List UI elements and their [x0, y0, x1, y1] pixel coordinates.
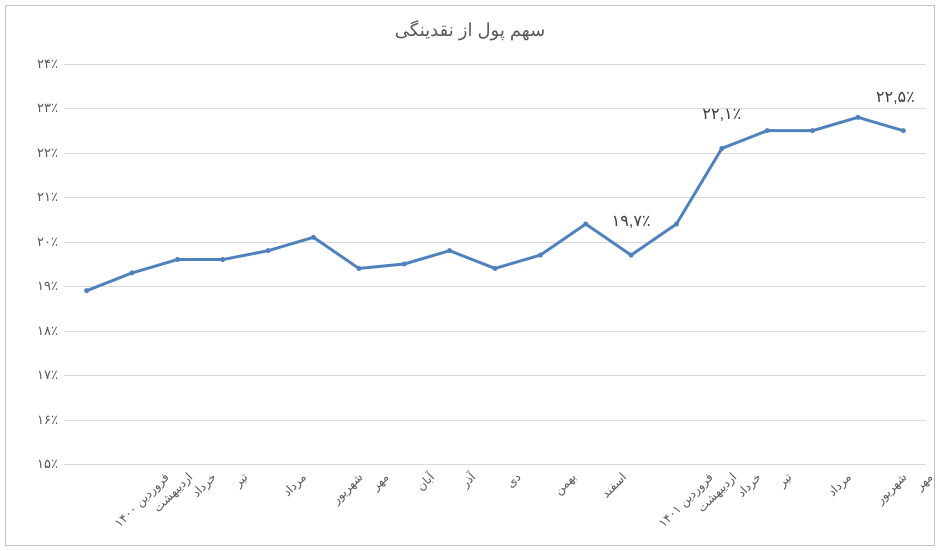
- x-tick-label: آذر: [458, 470, 478, 490]
- x-tick-label: مرداد: [280, 470, 309, 499]
- x-tick-label: دی: [503, 470, 523, 490]
- x-tick-label: خرداد: [734, 470, 764, 500]
- x-tick-label: آبان: [414, 470, 437, 493]
- x-tick-label: تیر: [775, 470, 795, 490]
- data-marker: [220, 257, 225, 262]
- data-marker: [447, 248, 452, 253]
- data-marker: [538, 253, 543, 258]
- data-point-label: ۲۲,۵٪: [876, 87, 915, 107]
- x-axis: فروردین ۱۴۰۰اردیبهشتخردادتیرمردادشهریورم…: [64, 464, 926, 546]
- data-marker: [493, 266, 498, 271]
- data-marker: [855, 115, 860, 120]
- data-marker: [311, 235, 316, 240]
- data-marker: [266, 248, 271, 253]
- data-marker: [674, 222, 679, 227]
- data-marker: [765, 128, 770, 133]
- y-tick-label: ۲۲٪: [37, 145, 58, 161]
- chart-title: سهم پول از نقدینگی: [6, 20, 934, 41]
- data-marker: [719, 146, 724, 151]
- data-marker: [130, 270, 135, 275]
- data-marker: [810, 128, 815, 133]
- data-marker: [901, 128, 906, 133]
- y-tick-label: ۲۰٪: [37, 234, 58, 250]
- x-tick-label: مهر: [368, 470, 391, 493]
- plot-area: ۱۹,۷٪ ۲۲,۱٪ ۲۲,۵٪: [64, 64, 926, 464]
- x-tick-label: مهر: [913, 470, 936, 493]
- y-tick-label: ۱۸٪: [37, 323, 58, 339]
- y-tick-label: ۲۱٪: [37, 189, 58, 205]
- y-tick-label: ۱۹٪: [37, 278, 58, 294]
- data-point-label: ۱۹,۷٪: [612, 211, 651, 231]
- y-tick-label: ۱۶٪: [37, 412, 58, 428]
- chart-container: سهم پول از نقدینگی ۱۹,۷٪ ۲۲,۱٪ ۲۲,۵٪ ۱۵٪ ۱۶…: [5, 5, 935, 546]
- x-tick-label: شهریور: [873, 470, 909, 506]
- line-path: [87, 117, 904, 290]
- y-tick-label: ۲۳٪: [37, 100, 58, 116]
- data-marker: [356, 266, 361, 271]
- data-marker: [402, 262, 407, 267]
- data-marker: [175, 257, 180, 262]
- data-point-label: ۲۲,۱٪: [702, 104, 741, 124]
- x-tick-label: اسفند: [598, 470, 629, 501]
- line-series: [64, 64, 926, 464]
- x-tick-label: شهریور: [329, 470, 365, 506]
- data-marker: [583, 222, 588, 227]
- x-tick-label: تیر: [231, 470, 251, 490]
- x-tick-label: بهمن: [552, 470, 580, 498]
- data-marker: [84, 288, 89, 293]
- data-marker: [629, 253, 634, 258]
- y-tick-label: ۱۵٪: [37, 456, 58, 472]
- x-tick-label: خرداد: [190, 470, 220, 500]
- x-tick-label: مرداد: [825, 470, 854, 499]
- y-axis: ۱۵٪۱۶٪۱۷٪۱۸٪۱۹٪۲۰٪۲۱٪۲۲٪۲۳٪۲۴٪: [6, 64, 58, 464]
- y-tick-label: ۲۴٪: [37, 56, 58, 72]
- y-tick-label: ۱۷٪: [37, 367, 58, 383]
